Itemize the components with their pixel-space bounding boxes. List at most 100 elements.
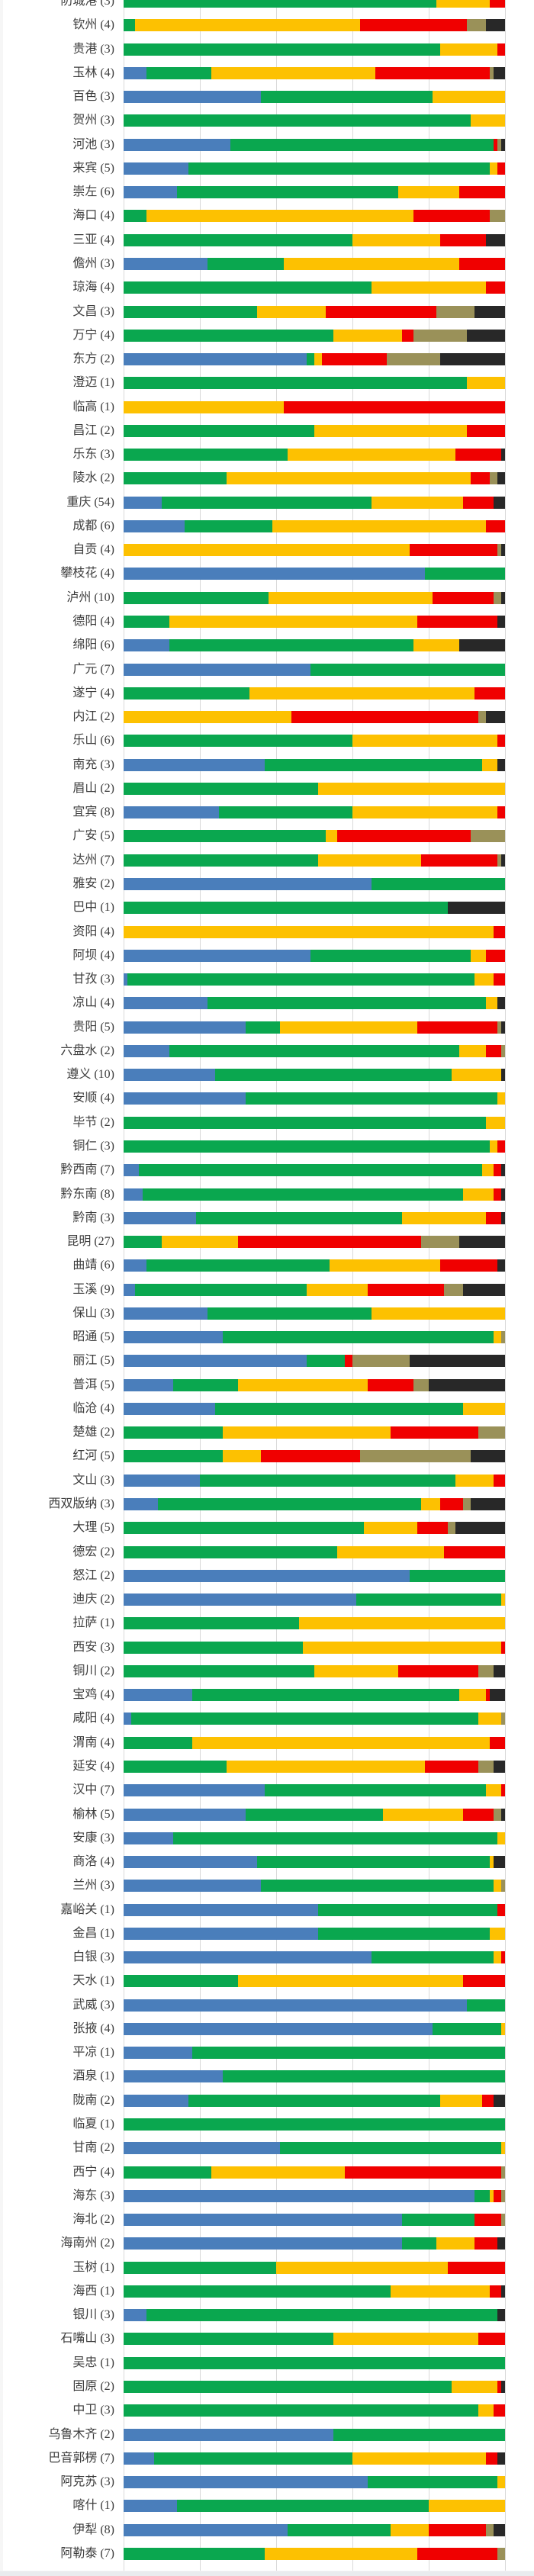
bar-segment-red [494,2189,501,2202]
stacked-bar [124,758,505,771]
table-row: 保山 (3) [0,1307,534,1320]
row-label: 巴中 (1) [72,901,114,915]
table-row: 阿克苏 (3) [0,2475,534,2489]
stacked-bar [124,854,505,867]
row-label: 贺州 (3) [72,114,114,127]
table-row: 百色 (3) [0,90,534,104]
stacked-bar [124,1784,505,1797]
bar-segment-yellow [455,1474,494,1487]
table-row: 乐东 (3) [0,448,534,461]
row-label: 海口 (4) [72,209,114,223]
bar-segment-red [497,43,505,56]
table-row: 海东 (3) [0,2189,534,2202]
bar-segment-khaki [444,1283,463,1296]
bar-segment-red [440,1259,497,1272]
stacked-bar [124,1116,505,1129]
row-label: 丽江 (5) [72,1354,114,1368]
stacked-bar [124,162,505,175]
bar-segment-green [188,162,490,175]
stacked-bar [124,281,505,294]
stacked-bar [124,2118,505,2131]
bar-segment-khaki [501,1044,505,1057]
bar-segment-black [467,329,505,342]
bar-segment-green [124,2356,505,2369]
stacked-bar [124,1426,505,1439]
bar-segment-yellow [452,1069,501,1082]
stacked-bar [124,949,505,962]
table-row: 甘南 (2) [0,2141,534,2155]
stacked-bar [124,2070,505,2083]
stacked-bar [124,2261,505,2274]
bar-segment-yellow [467,377,505,390]
stacked-bar [124,1450,505,1463]
bar-segment-yellow [192,1736,490,1749]
table-row: 阿坝 (4) [0,949,534,962]
bar-segment-khaki [448,1522,455,1535]
bar-segment-yellow [223,1450,261,1463]
bar-segment-yellow [486,1116,505,1129]
stacked-bar [124,19,505,32]
bar-segment-green [158,1498,421,1510]
bar-segment-green [124,687,249,699]
row-label: 武威 (3) [72,1998,114,2012]
stacked-bar [124,2285,505,2298]
bar-segment-black [463,1283,505,1296]
row-label: 甘南 (2) [72,2141,114,2155]
bar-segment-khaki [436,305,474,318]
bar-segment-khaki [490,472,497,485]
bar-segment-red [486,1689,490,1702]
bar-segment-khaki [494,591,501,604]
table-row: 喀什 (1) [0,2499,534,2513]
bar-segment-red [494,138,497,151]
bar-segment-green [265,1784,486,1797]
bar-segment-khaki [413,329,467,342]
table-row: 固原 (2) [0,2380,534,2393]
stacked-bar [124,91,505,104]
stacked-bar [124,114,505,127]
bar-segment-yellow [326,830,337,843]
bar-segment-red [421,854,497,867]
table-row: 内江 (2) [0,710,534,724]
row-label: 红河 (5) [72,1449,114,1463]
bar-segment-green [124,1641,303,1654]
bar-segment-green [124,1736,192,1749]
bar-segment-green [124,830,326,843]
bar-segment-yellow [471,949,486,962]
bar-segment-black [501,1164,505,1177]
bar-segment-yellow [162,1236,238,1249]
bar-segment-green [124,0,436,8]
table-row: 钦州 (4) [0,18,534,32]
table-row: 德宏 (2) [0,1545,534,1558]
row-label: 东方 (2) [72,352,114,366]
row-label: 自贡 (4) [72,543,114,557]
bar-segment-yellow [398,186,459,199]
bar-segment-blue [124,1307,207,1320]
bar-segment-green [223,1331,494,1344]
bar-segment-red [494,1474,505,1487]
bar-segment-blue [124,2214,402,2227]
row-label: 儋州 (3) [72,256,114,270]
stacked-bar [124,2142,505,2155]
bar-segment-yellow [227,472,471,485]
table-row: 渭南 (4) [0,1736,534,1749]
bar-segment-khaki [421,1236,459,1249]
bar-segment-blue [124,91,261,104]
bar-segment-green [288,2523,391,2536]
bar-segment-yellow [490,1140,497,1153]
bar-segment-blue [124,1474,200,1487]
bar-segment-blue [124,1856,257,1869]
stacked-bar [124,1402,505,1415]
bar-segment-red [440,233,486,246]
bar-segment-blue [124,973,127,986]
row-label: 嘉峪关 (1) [60,1902,114,1916]
bar-segment-yellow [497,1832,505,1844]
stacked-bar [124,591,505,604]
bar-segment-green [188,2094,440,2107]
bar-segment-green [372,877,505,890]
stacked-bar [124,1927,505,1940]
bar-segment-blue [124,2476,368,2489]
stacked-bar [124,1188,505,1201]
bar-segment-green [433,2022,501,2035]
bar-segment-blue [124,1999,467,2012]
bar-segment-red [375,66,490,79]
